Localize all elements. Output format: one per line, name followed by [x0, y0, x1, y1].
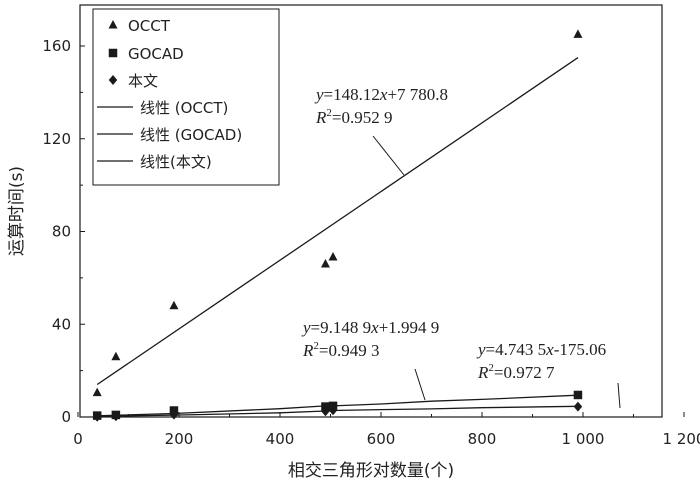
- y-tick-label: 80: [52, 223, 71, 241]
- diamond-marker: [328, 405, 338, 416]
- equation-label: y=148.12x+7 780.8: [314, 85, 448, 104]
- r-squared-label: R2=0.949 3: [302, 340, 379, 360]
- leader-line: [414, 368, 426, 401]
- triangle-marker: [328, 252, 338, 261]
- plot-frame: [79, 4, 663, 418]
- x-tick-label: 200: [165, 430, 194, 448]
- y-axis-title: 运算时间(s): [7, 166, 27, 256]
- diamond-marker: [111, 411, 121, 422]
- legend-label: 线性 (OCCT): [140, 99, 228, 117]
- x-tick-label: 0: [73, 430, 83, 448]
- equation-label: y=4.743 5x-175.06: [476, 340, 606, 359]
- fit-line: [97, 394, 579, 417]
- r-squared-label: R2=0.972 7: [477, 362, 555, 382]
- x-tick-label: 1 200: [663, 430, 700, 448]
- y-tick-label: 120: [42, 130, 71, 148]
- x-tick-label: 400: [266, 430, 295, 448]
- r-squared-label: R2=0.952 9: [315, 107, 392, 127]
- y-tick-label: 160: [42, 37, 71, 55]
- triangle-marker: [92, 387, 102, 397]
- legend-label: 线性 (GOCAD): [140, 126, 242, 144]
- x-tick-label: 1 000: [562, 430, 605, 448]
- x-axis-title: 相交三角形对数量(个): [288, 461, 454, 481]
- legend-label: OCCT: [128, 17, 171, 35]
- diamond-marker: [573, 401, 583, 412]
- triangle-marker: [169, 300, 179, 310]
- diamond-marker: [108, 75, 118, 85]
- triangle-marker: [320, 258, 330, 268]
- triangle-marker: [108, 20, 118, 29]
- legend-label: GOCAD: [128, 45, 184, 63]
- axes: 0 200 400 600 800 1 000 1 200 0 40 80 120 160: [42, 4, 700, 448]
- diamond-marker: [321, 406, 330, 417]
- fit-line: [97, 405, 579, 417]
- square-marker: [573, 390, 583, 400]
- x-tick-label: 800: [468, 430, 497, 448]
- annotations: y=148.12x+7 780.8 R2=0.952 9 y=9.148 9x+1.…: [301, 85, 621, 409]
- y-tick-label: 0: [61, 408, 71, 426]
- y-tick-label: 40: [52, 315, 71, 333]
- legend-label: 本文: [128, 72, 158, 90]
- leader-line: [617, 382, 621, 409]
- fit-line: [96, 57, 579, 386]
- legend-label: 线性(本文): [140, 153, 212, 171]
- x-tick-label: 600: [367, 430, 396, 448]
- legend-box: [92, 8, 280, 186]
- square-marker: [108, 48, 118, 58]
- equation-label: y=9.148 9x+1.994 9: [301, 318, 439, 337]
- triangle-marker: [111, 351, 121, 361]
- triangle-marker: [573, 29, 583, 38]
- leader-line: [372, 135, 405, 176]
